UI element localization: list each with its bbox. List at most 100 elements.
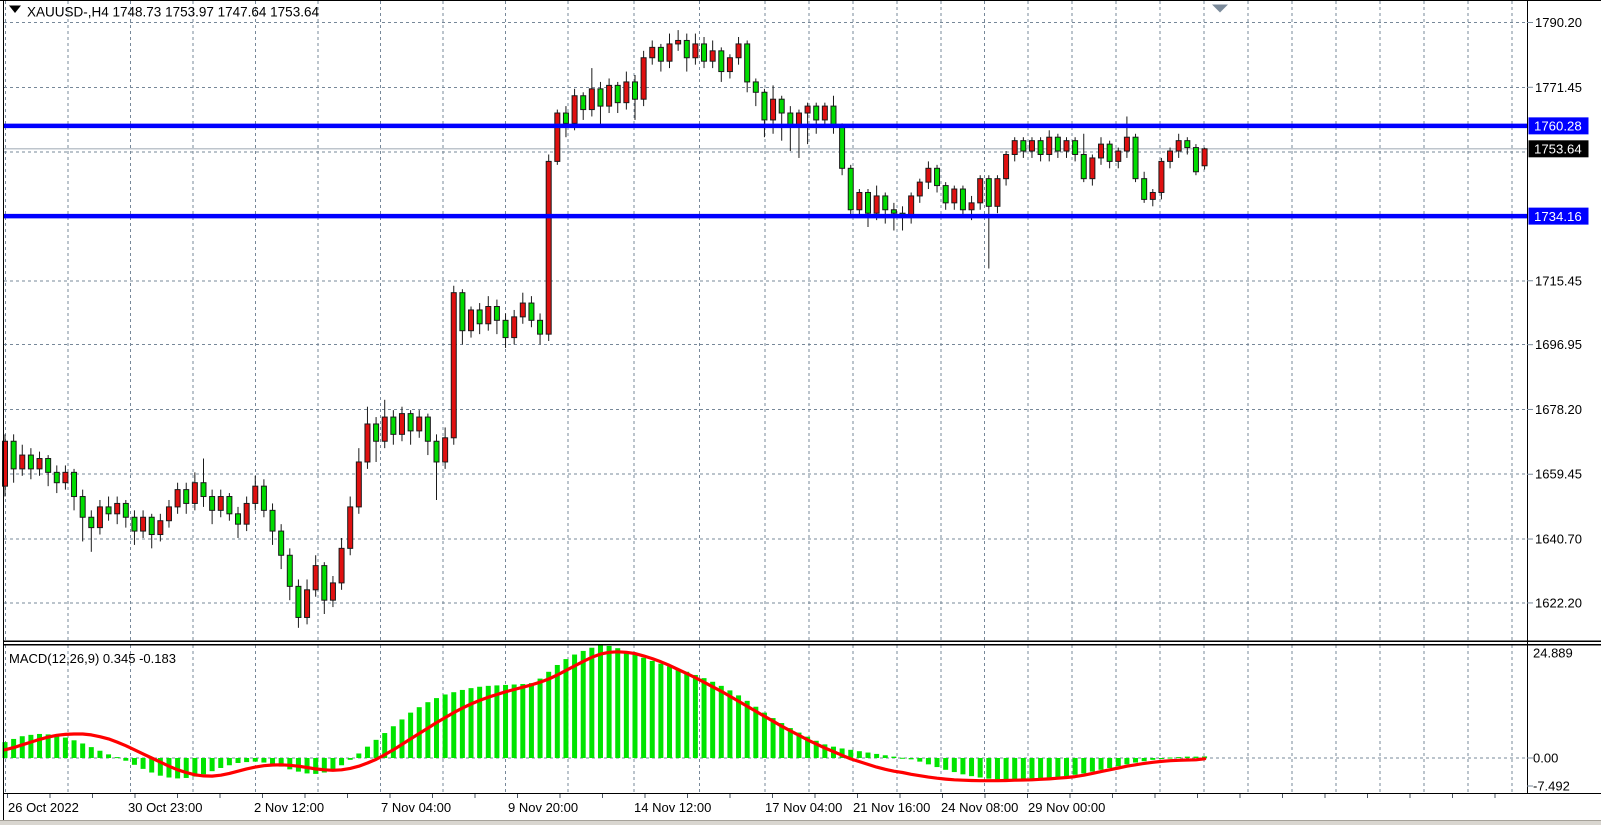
macd-histogram-bar xyxy=(183,758,189,778)
macd-histogram-bar xyxy=(546,671,552,758)
time-axis-label: 14 Nov 12:00 xyxy=(634,800,711,815)
bear-candle xyxy=(959,188,966,211)
macd-histogram-bar xyxy=(917,758,923,762)
macd-histogram-bar xyxy=(468,688,474,758)
axis-labels[interactable]: 1790.20 1771.45 1715.45 1696.95 1678.20 1659.… xyxy=(8,15,1582,815)
bull-candle xyxy=(1158,160,1165,193)
bull-candle xyxy=(519,302,526,318)
macd-histogram-bar xyxy=(718,685,724,758)
price-axis-label: 1771.45 xyxy=(1535,80,1582,95)
price-axis-label: 1622.20 xyxy=(1535,595,1582,610)
bull-candle xyxy=(485,306,492,325)
macd-histogram-bar xyxy=(951,758,957,773)
macd-histogram-bar xyxy=(986,758,992,779)
bear-candle xyxy=(122,502,129,518)
bull-candle xyxy=(174,489,181,508)
macd-histogram-bar xyxy=(736,695,742,758)
bull-candle xyxy=(1063,140,1070,152)
macd-histogram-bar xyxy=(796,732,802,758)
bear-candle xyxy=(1080,153,1087,180)
price-axis-label: 1696.95 xyxy=(1535,337,1582,352)
macd-histogram-bar xyxy=(261,758,267,763)
macd-histogram-bar xyxy=(434,698,439,758)
macd-histogram-bar xyxy=(710,681,716,758)
macd-histogram-bar xyxy=(131,758,137,765)
bull-candle xyxy=(770,98,777,121)
bull-candle xyxy=(217,496,224,511)
bear-candle xyxy=(1132,136,1139,180)
bull-candle xyxy=(554,112,561,162)
macd-histogram-bar xyxy=(960,758,966,775)
bear-candle xyxy=(226,496,233,515)
time-axis-label: 7 Nov 04:00 xyxy=(381,800,451,815)
macd-histogram-bar xyxy=(270,758,276,765)
macd-histogram-bar xyxy=(511,684,517,758)
bull-candle xyxy=(545,160,552,335)
bear-candle xyxy=(882,195,889,211)
macd-histogram-bar xyxy=(1089,758,1095,772)
macd-histogram-bar xyxy=(908,758,914,760)
macd-histogram-bar xyxy=(37,733,43,758)
macd-histogram-bar xyxy=(580,650,586,758)
macd-histogram-bar xyxy=(1176,757,1182,759)
macd-histogram-bar xyxy=(123,758,129,761)
bull-candle xyxy=(355,461,362,508)
bull-candle xyxy=(1089,157,1096,180)
macd-histogram-bar xyxy=(106,754,112,758)
macd-histogram-bar xyxy=(597,645,603,758)
bear-candle xyxy=(631,81,638,100)
macd-histogram-bar xyxy=(1133,758,1139,763)
macd-histogram-bar xyxy=(399,719,405,758)
macd-histogram-bar xyxy=(900,757,906,759)
bear-candle xyxy=(105,506,112,515)
macd-histogram-bar xyxy=(667,666,673,758)
price-tags: 1760.28 1753.64 1734.16 xyxy=(1528,117,1589,225)
price-axis-label: 1790.20 xyxy=(1535,15,1582,30)
bull-candle xyxy=(968,202,975,211)
macd-histogram-bar xyxy=(537,678,543,758)
time-axis-label: 26 Oct 2022 xyxy=(8,800,79,815)
bull-candle xyxy=(1011,140,1018,155)
bull-candle xyxy=(804,105,811,114)
macd-signal-line xyxy=(3,650,1207,783)
bull-candle xyxy=(606,84,613,107)
bull-candle xyxy=(1046,136,1053,155)
bear-candle xyxy=(390,416,397,435)
bear-candle xyxy=(761,91,768,121)
macd-histogram-bar xyxy=(226,758,232,766)
bull-candle xyxy=(925,167,932,183)
bear-candle xyxy=(148,516,155,536)
macd-histogram-bar xyxy=(244,758,250,763)
macd-histogram-bar xyxy=(278,758,284,767)
chart-shift-marker-icon[interactable] xyxy=(1212,4,1228,13)
macd-histogram-bar xyxy=(994,758,1000,780)
bull-candle xyxy=(908,195,915,218)
bear-candle xyxy=(942,185,949,204)
macd-histogram-bar xyxy=(761,712,767,758)
bear-candle xyxy=(614,84,621,104)
macd-histogram-bar xyxy=(813,740,819,758)
bear-candle xyxy=(459,292,466,332)
bear-candle xyxy=(373,423,380,442)
bear-candle xyxy=(71,471,78,498)
bear-candle xyxy=(433,440,440,463)
bear-candle xyxy=(1141,178,1148,200)
horizontal-level-lines[interactable] xyxy=(4,123,1527,219)
symbol-dropdown-triangle-icon[interactable] xyxy=(9,5,21,14)
bear-candle xyxy=(45,458,52,473)
bear-candle xyxy=(865,191,871,214)
macd-histogram-bar xyxy=(1184,756,1190,758)
macd-histogram-bar xyxy=(641,657,647,758)
bear-candle xyxy=(235,513,242,525)
macd-histogram-bar xyxy=(753,706,759,758)
macd-histogram-bar xyxy=(408,712,414,758)
macd-axis-label: -7.492 xyxy=(1533,779,1570,794)
time-axis-label: 24 Nov 08:00 xyxy=(941,800,1018,815)
macd-histogram-bar xyxy=(1124,758,1130,765)
macd-histogram-bar xyxy=(451,692,457,758)
macd-histogram-bar xyxy=(1098,758,1104,770)
macd-histogram-bar xyxy=(554,664,560,758)
bear-candle xyxy=(744,43,751,83)
macd-histogram-bar xyxy=(1012,758,1018,780)
bear-candle xyxy=(295,585,302,618)
